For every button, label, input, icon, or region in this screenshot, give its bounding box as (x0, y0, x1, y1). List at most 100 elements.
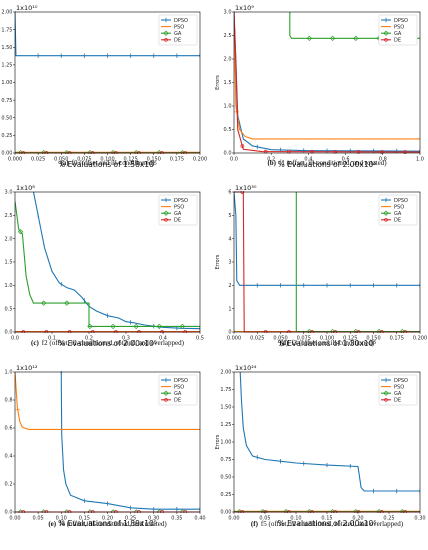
x-tick-label: 0.2 (85, 336, 93, 342)
x-tick-label: 0.25 (125, 516, 136, 522)
legend-label: DE (174, 398, 181, 404)
y-tick-label: 3.0 (5, 190, 13, 196)
x-tick-label: 1.0 (416, 157, 424, 163)
x-axis-label: % Evaluations of 2.00x10⁵ (278, 160, 377, 169)
x-axis-label: % Evaluations of 1.58x10⁵ (58, 160, 157, 169)
x-tick-label: 0.15 (79, 516, 90, 522)
data-point (17, 228, 24, 235)
x-tick-label: 0.175 (170, 157, 184, 163)
x-tick-label: 0.20 (102, 516, 113, 522)
series-line-dpso (239, 371, 420, 492)
x-tick-label: 0.0 (230, 157, 238, 163)
y-tick-label: 0 (228, 330, 231, 336)
legend-entry-pso: PSO (381, 24, 404, 30)
legend-entry-pso: PSO (161, 24, 184, 30)
y-axis-exponent: 1x10⁸ (16, 184, 35, 192)
legend-entry-pso: PSO (381, 384, 404, 390)
y-tick-label: 1.25 (1, 63, 12, 69)
y-axis-exponent: 1x10²⁴ (235, 364, 257, 372)
legend-label: DPSO (174, 378, 188, 384)
y-tick-label: 0.75 (220, 457, 231, 463)
legend-label: DE (174, 218, 181, 224)
legend-entry-de: DE (381, 38, 401, 44)
y-tick-label: 4 (228, 236, 231, 242)
series-dpso (239, 371, 420, 494)
y-tick-label: 0.0 (224, 151, 232, 157)
y-tick-label: 1.0 (224, 104, 232, 110)
legend-entry-de: DE (381, 398, 401, 404)
series-line-de (234, 11, 420, 153)
x-tick-label: 0.150 (147, 157, 161, 163)
y-tick-label: 0.25 (220, 492, 231, 498)
x-tick-label: 0.025 (31, 157, 45, 163)
legend-entry-ga: GA (161, 210, 182, 217)
series-pso (15, 371, 200, 430)
y-tick-label: 0.6 (5, 426, 13, 432)
y-tick-label: 1.5 (5, 260, 13, 266)
legend-entry-dpso: DPSO (161, 17, 188, 24)
series-line-dpso (15, 11, 200, 57)
y-tick-label: 0.5 (224, 127, 232, 133)
legend-label: DPSO (394, 18, 408, 24)
x-tick-label: 0.25 (383, 516, 394, 522)
data-point (40, 300, 47, 306)
panel-caption: (b) f1 (offset, ill-conditioned, and rota… (267, 159, 387, 167)
y-tick-label: 2.0 (224, 57, 232, 63)
legend-entry-de: DE (161, 398, 181, 404)
data-point (87, 323, 93, 330)
legend-label: PSO (394, 24, 404, 30)
legend-label: GA (394, 391, 402, 397)
chart-panel-c: 0.0 0.1 0.2 0.3 0.4 0.5 0.0 0.5 1.0 1.5 2.0 2.5 3.01… (0, 184, 204, 348)
series-pso (234, 11, 420, 140)
legend-label: PSO (394, 384, 404, 390)
x-tick-label: 0.000 (227, 336, 241, 342)
legend-label: DPSO (174, 198, 188, 204)
y-tick-label: 1.0 (5, 370, 13, 376)
series-line-ga (289, 12, 420, 39)
legend-entry-ga: GA (381, 390, 402, 397)
y-axis-label: Errors (0, 254, 2, 269)
y-tick-label: 2.0 (5, 236, 13, 242)
series-dpso (15, 11, 200, 58)
data-point (110, 323, 116, 330)
series-dpso (60, 371, 200, 512)
x-axis-label: % Evaluations of 1.30x10⁵ (278, 339, 377, 348)
y-tick-label: 6 (228, 190, 231, 196)
y-tick-label: 1 (228, 306, 231, 312)
x-tick-label: 0.30 (414, 516, 425, 522)
legend-entry-ga: GA (381, 210, 402, 217)
series-dpso (234, 191, 420, 288)
y-axis-label: Errors (215, 254, 221, 269)
y-tick-label: 1.25 (220, 422, 231, 428)
y-tick-label: 0.75 (1, 98, 12, 104)
legend-label: PSO (394, 204, 404, 210)
x-tick-label: 0.15 (321, 516, 332, 522)
x-tick-label: 0.1 (48, 336, 56, 342)
series-line-pso (15, 371, 200, 430)
x-tick-label: 0.125 (123, 157, 137, 163)
y-axis-exponent: 1x10⁹ (235, 4, 254, 12)
chart-panel-e: 0.00 0.05 0.10 0.15 0.20 0.25 0.30 0.35 0.40 0.0 0… (0, 364, 206, 528)
chart-panel-d: 0.000 0.025 0.050 0.075 0.100 0.125 0.150 0.175… (215, 184, 427, 348)
legend-label: PSO (174, 204, 184, 210)
x-tick-label: 0.200 (413, 336, 427, 342)
panel-caption: (c) f2 (offset, ill-conditioned, rotated,… (31, 339, 185, 347)
y-axis-exponent: 1x10¹² (16, 364, 38, 372)
data-point (353, 35, 359, 42)
x-axis-label: % Evaluations of 1.89x10⁵ (58, 519, 157, 528)
y-tick-label: 0.4 (5, 454, 13, 460)
legend-entry-dpso: DPSO (161, 197, 188, 204)
y-tick-label: 0.8 (5, 398, 13, 404)
x-axis-label: % Evaluations of 2.00x10⁵ (278, 519, 377, 528)
x-tick-label: 0.10 (56, 516, 67, 522)
data-point (356, 150, 361, 154)
x-tick-label: 0.100 (100, 157, 114, 163)
x-tick-label: 0.5 (196, 336, 204, 342)
x-tick-label: 0.00 (228, 516, 239, 522)
x-tick-label: 0.30 (148, 516, 159, 522)
y-tick-label: 0.50 (220, 475, 231, 481)
